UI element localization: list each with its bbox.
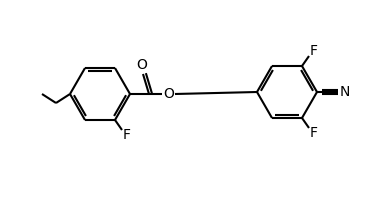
Text: F: F	[123, 128, 131, 142]
Text: N: N	[340, 85, 350, 99]
Text: F: F	[310, 44, 318, 58]
Text: F: F	[310, 126, 318, 140]
Text: O: O	[136, 58, 147, 72]
Text: O: O	[163, 87, 174, 101]
